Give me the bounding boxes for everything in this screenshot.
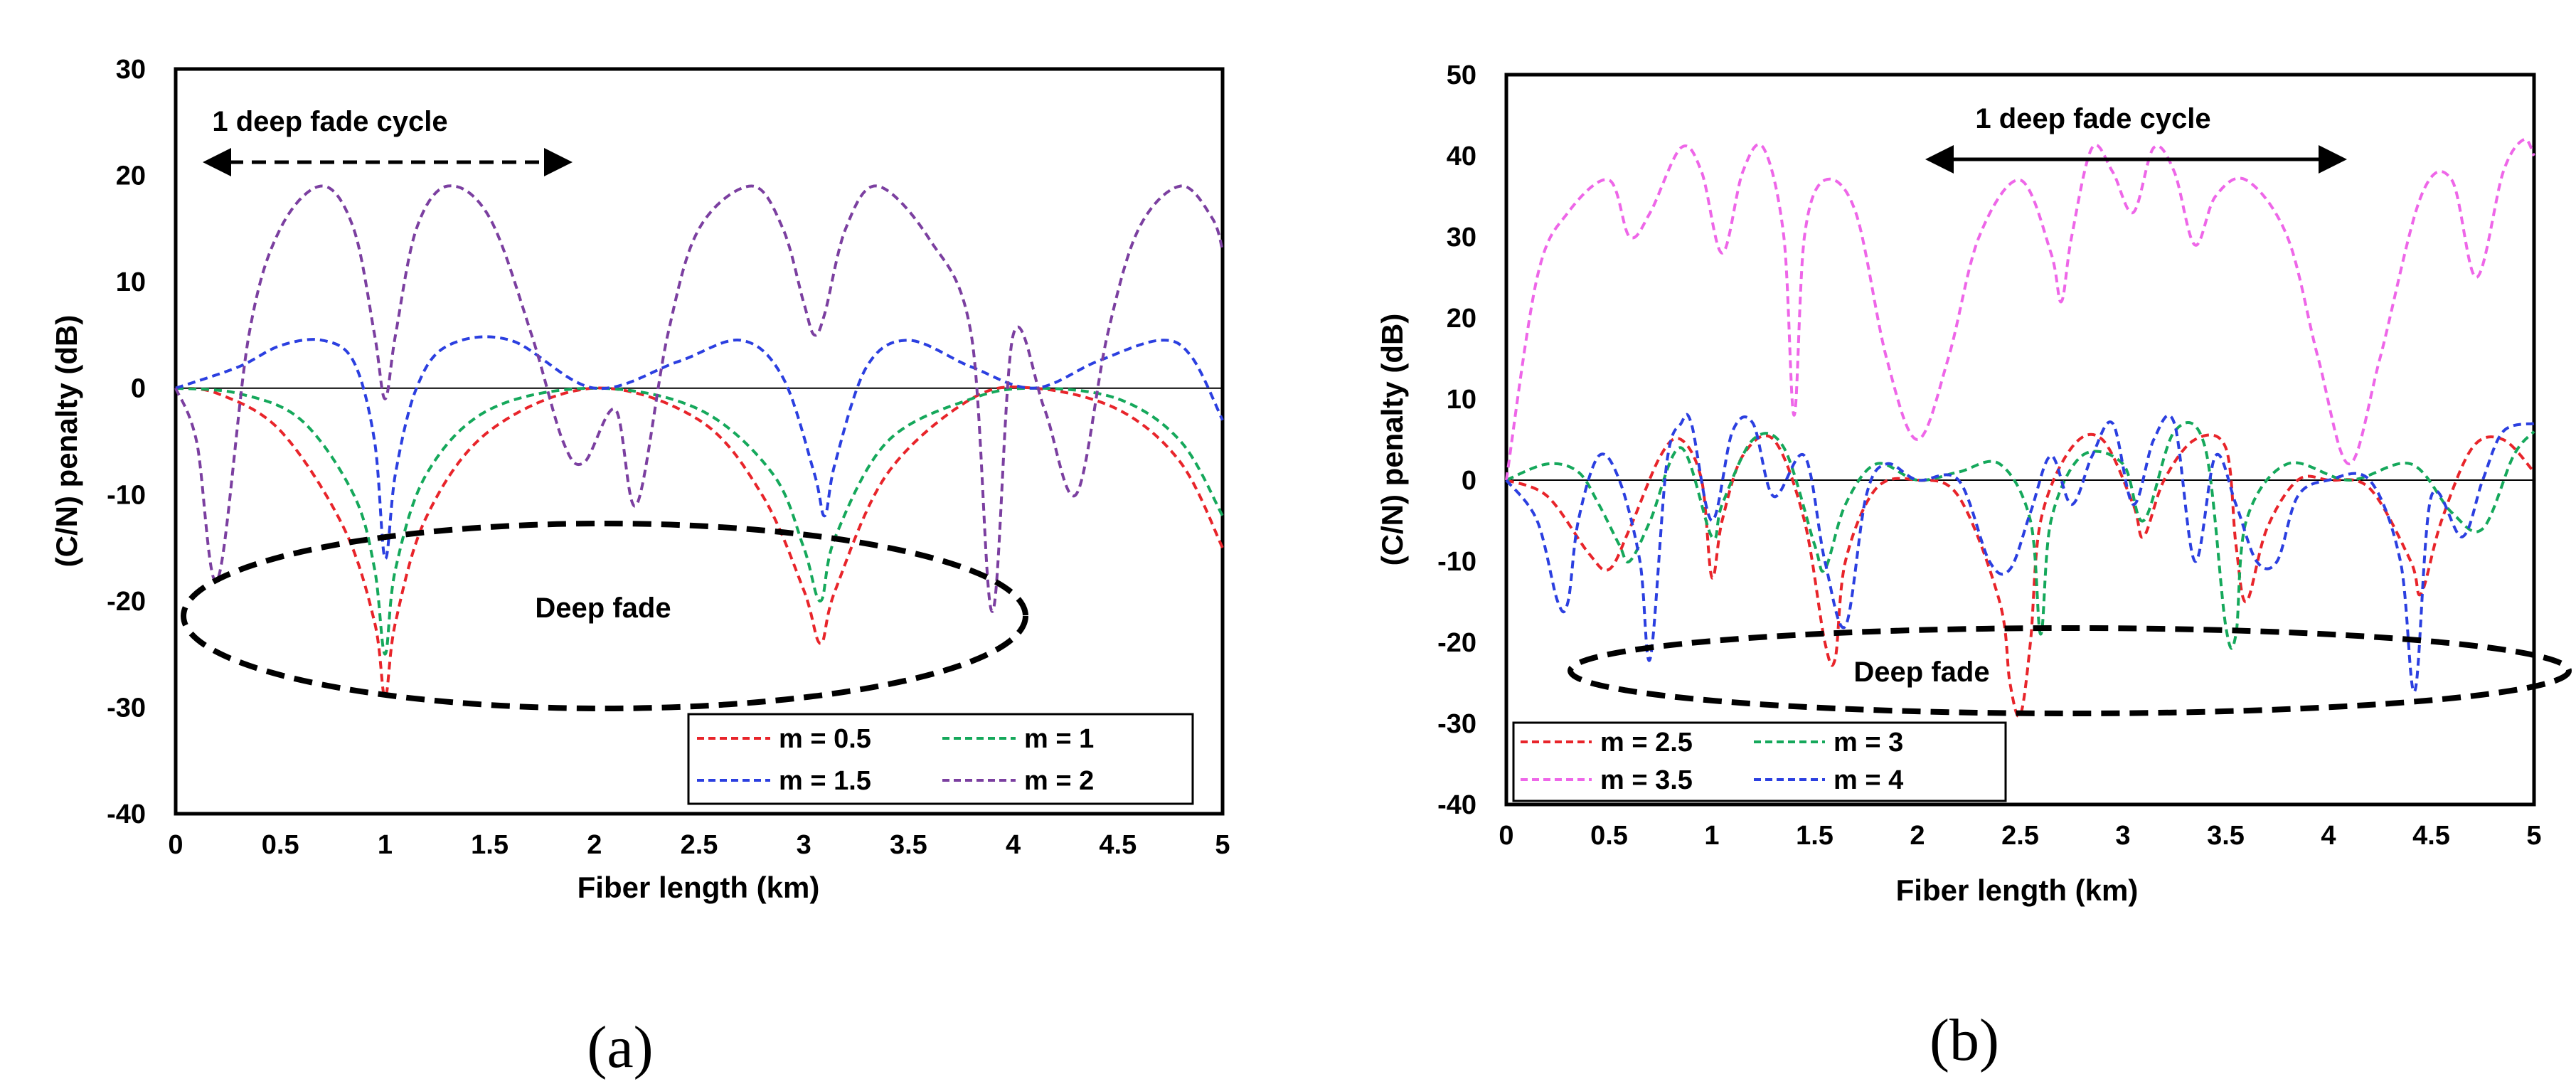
series-line-m0.5 [175, 386, 1224, 698]
x-tick-label: 3.5 [2207, 821, 2245, 851]
deep-fade-ellipse [181, 521, 1028, 711]
x-tick-label: 0 [168, 830, 183, 860]
panel-caption: (b) [1930, 1007, 1999, 1073]
chart-panel-a: 30 20 10 0 -10 -20 -30 -40 0 0.5 1 1.5 2 2.5 3 3.5 4 4.5… [50, 55, 1230, 1080]
deep-fade-ellipse [1568, 625, 2572, 716]
x-tick-label: 1 [378, 830, 393, 860]
cycle-label: 1 deep fade cycle [212, 106, 447, 137]
x-tick-label: 2 [587, 830, 602, 860]
x-tick-label: 3 [797, 830, 811, 860]
x-tick-label: 3 [2115, 821, 2130, 851]
plot-frame [1504, 73, 2536, 807]
y-tick-label: -20 [1437, 628, 1476, 658]
plot-frame [174, 67, 1225, 816]
y-tick-label: -30 [107, 693, 146, 723]
series-line-m1.5 [175, 335, 1224, 561]
legend-label: m = 0.5 [779, 724, 871, 754]
legend: m = 0.5 m = 1 m = 1.5 m = 2 [687, 713, 1194, 805]
x-tick-label: 0.5 [262, 830, 299, 860]
y-tick-labels: 50 40 30 20 10 0 -10 -20 -30 -40 [1437, 60, 1476, 820]
x-tick-label: 4 [2321, 821, 2336, 851]
x-tick-label: 5 [1215, 830, 1230, 860]
legend-box [1512, 721, 2007, 802]
x-tick-label: 1 [1704, 821, 1719, 851]
x-tick-label: 0 [1499, 821, 1513, 851]
series-line-m4 [1505, 413, 2535, 694]
legend-label: m = 3 [1833, 728, 1903, 758]
y-tick-label: -40 [1437, 790, 1476, 820]
y-tick-label: 0 [1462, 466, 1476, 496]
x-tick-label: 2.5 [2001, 821, 2039, 851]
y-tick-label: 10 [1447, 385, 1476, 415]
x-axis-title: Fiber length (km) [578, 871, 820, 904]
series-line-m2 [174, 184, 1224, 613]
x-tick-label: 4.5 [1099, 830, 1137, 860]
x-axis-title: Fiber length (km) [1896, 873, 2139, 907]
y-tick-label: 50 [1447, 60, 1476, 90]
x-tick-label: 3.5 [890, 830, 927, 860]
y-tick-label: -20 [107, 587, 146, 617]
y-tick-label: 30 [116, 55, 146, 85]
y-tick-label: 0 [131, 374, 146, 404]
y-tick-label: 40 [1447, 142, 1476, 171]
series-line-m3.5 [1505, 137, 2535, 481]
series-line-m1 [175, 386, 1224, 656]
x-tick-label: 4 [1006, 830, 1021, 860]
y-tick-label: 30 [1447, 223, 1476, 253]
chart-panel-b: 50 40 30 20 10 0 -10 -20 -30 -40 0 0.5 1 1.5 2 2.5 3 3.5… [1375, 60, 2572, 1073]
x-tick-label: 2.5 [681, 830, 718, 860]
legend-label: m = 2.5 [1600, 728, 1693, 758]
series-line-m2.5 [1506, 432, 2535, 718]
y-axis-title: (C/N) penalty (dB) [50, 315, 83, 568]
x-tick-label: 1.5 [1796, 821, 1833, 851]
legend-label: m = 4 [1833, 765, 1903, 795]
x-tick-labels: 0 0.5 1 1.5 2 2.5 3 3.5 4 4.5 5 [1499, 821, 2541, 851]
x-tick-label: 2 [1910, 821, 1925, 851]
x-tick-labels: 0 0.5 1 1.5 2 2.5 3 3.5 4 4.5 5 [168, 830, 1230, 860]
y-tick-label: -30 [1437, 709, 1476, 739]
y-tick-labels: 30 20 10 0 -10 -20 -30 -40 [107, 55, 146, 829]
x-tick-label: 4.5 [2412, 821, 2450, 851]
legend-label: m = 1 [1024, 724, 1094, 754]
legend-label: m = 3.5 [1600, 765, 1693, 795]
x-tick-label: 0.5 [1590, 821, 1628, 851]
fade-label: Deep fade [535, 593, 671, 624]
legend-label: m = 2 [1024, 766, 1094, 796]
series-lines [174, 184, 1224, 698]
y-tick-label: -40 [107, 800, 146, 829]
y-tick-label: 10 [116, 267, 146, 297]
y-axis-title: (C/N) penalty (dB) [1375, 314, 1409, 566]
legend: m = 2.5 m = 3 m = 3.5 m = 4 [1512, 721, 2007, 802]
panel-caption: (a) [587, 1014, 653, 1080]
series-lines [1505, 137, 2535, 718]
x-tick-label: 1.5 [471, 830, 509, 860]
y-tick-label: -10 [1437, 547, 1476, 577]
x-tick-label: 5 [2526, 821, 2541, 851]
cycle-label: 1 deep fade cycle [1975, 103, 2210, 134]
fade-label: Deep fade [1853, 657, 1989, 688]
y-tick-label: 20 [116, 161, 146, 191]
y-tick-label: -10 [107, 480, 146, 510]
y-tick-label: 20 [1447, 304, 1476, 334]
legend-label: m = 1.5 [779, 766, 871, 796]
legend-box [687, 713, 1194, 805]
